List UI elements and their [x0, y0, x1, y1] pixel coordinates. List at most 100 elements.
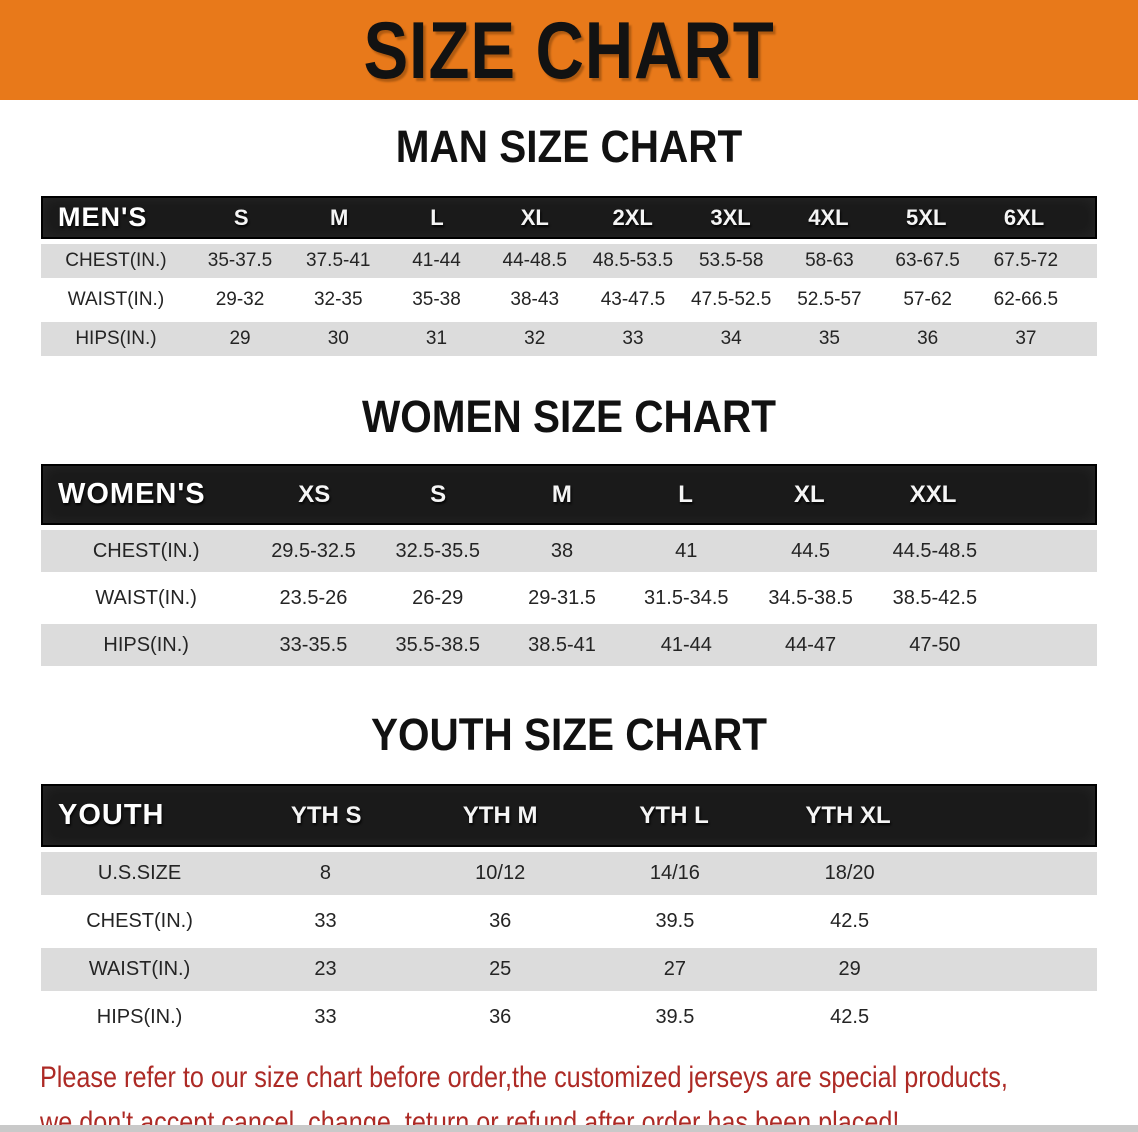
size-value: 27 — [663, 958, 687, 980]
disclaimer-line-1: Please refer to our size chart before or… — [40, 1061, 1008, 1094]
measurement-label: WAIST(IN.) — [95, 586, 197, 609]
size-value: 38-43 — [510, 289, 560, 310]
size-value: 33-35.5 — [279, 633, 348, 656]
size-value: 36 — [489, 910, 512, 932]
size-column-header: S — [430, 480, 447, 508]
size-value: 29 — [838, 958, 861, 980]
size-value: 38.5-41 — [528, 633, 596, 656]
youth-chart-heading: YOUTH SIZE CHART — [370, 709, 767, 760]
size-value: 14/16 — [649, 862, 700, 884]
size-value: 38.5-42.5 — [892, 586, 978, 609]
size-column-header: YTH XL — [805, 801, 891, 829]
size-value: 10/12 — [475, 862, 526, 884]
size-value: 47-50 — [909, 633, 961, 656]
size-value: 44.5 — [791, 539, 831, 562]
men-chart-heading: MAN SIZE CHART — [395, 121, 743, 172]
size-column-header: S — [233, 204, 249, 230]
size-value: 25 — [489, 958, 512, 980]
women-size-chart-section: WOMEN SIZE CHART WOMEN'S XS S M L XL XXL CHEST(… — [0, 394, 1138, 666]
table-row: HIPS(IN.) 33 36 39.5 42.5 — [41, 996, 1097, 1039]
size-column-header: M — [551, 480, 572, 508]
size-value: 39.5 — [655, 910, 695, 932]
size-value: 67.5-72 — [993, 250, 1059, 271]
table-header-row: YOUTH YTH S YTH M YTH L YTH XL — [41, 784, 1097, 847]
size-value: 33 — [622, 328, 644, 349]
measurement-label: HIPS(IN.) — [96, 1006, 183, 1028]
size-value: 23 — [314, 958, 337, 980]
size-column-header: M — [329, 204, 349, 230]
table-header-row: MEN'S S M L XL 2XL 3XL 4XL 5XL 6XL — [41, 196, 1097, 239]
size-value: 48.5-53.5 — [592, 250, 674, 271]
size-value: 47.5-52.5 — [691, 289, 772, 310]
size-value: 29-32 — [215, 289, 265, 310]
size-value: 38 — [550, 539, 574, 562]
size-value: 32-35 — [313, 289, 363, 310]
size-column-header: 6XL — [1003, 204, 1045, 230]
size-value: 35-37.5 — [207, 250, 273, 271]
size-column-header: 3XL — [710, 204, 751, 230]
table-row: CHEST(IN.) 29.5-32.5 32.5-35.5 38 41 44.5 44.5… — [41, 530, 1097, 572]
men-size-chart-section: MAN SIZE CHART MEN'S S M L XL 2XL 3XL 4XL 5XL 6XL… — [0, 124, 1138, 356]
size-column-header: YTH L — [639, 801, 709, 829]
size-chart-banner: SIZE CHART — [0, 0, 1138, 100]
size-value: 57-62 — [903, 289, 952, 310]
measurement-label: HIPS(IN.) — [75, 328, 157, 349]
size-value: 29.5-32.5 — [271, 539, 356, 562]
size-column-header: XS — [298, 480, 331, 508]
size-value: 29 — [229, 328, 251, 349]
size-value: 53.5-58 — [698, 250, 764, 271]
size-value: 37 — [1015, 328, 1037, 349]
size-value: 29-31.5 — [528, 586, 596, 609]
size-value: 35 — [818, 328, 840, 349]
measurement-label: HIPS(IN.) — [103, 633, 189, 656]
size-value: 37.5-41 — [306, 250, 371, 271]
size-value: 42.5 — [830, 1006, 870, 1028]
size-value: 34.5-38.5 — [768, 586, 853, 609]
size-value: 41 — [675, 539, 698, 562]
size-column-header: L — [430, 204, 444, 230]
size-column-header: 2XL — [612, 204, 653, 230]
size-value: 31.5-34.5 — [644, 586, 729, 609]
size-value: 63-67.5 — [895, 250, 960, 271]
disclaimer-text: Please refer to our size chart before or… — [40, 1055, 1138, 1132]
men-size-table: MEN'S S M L XL 2XL 3XL 4XL 5XL 6XL CHEST(IN.) 35-37… — [41, 196, 1097, 356]
table-row: CHEST(IN.) 33 36 39.5 42.5 — [41, 900, 1097, 943]
banner-title: SIZE CHART — [363, 4, 775, 96]
measurement-label: CHEST(IN.) — [86, 910, 193, 932]
size-value: 35-38 — [412, 289, 461, 310]
size-value: 52.5-57 — [797, 289, 862, 310]
measurement-label: CHEST(IN.) — [65, 250, 167, 271]
table-row: U.S.SIZE 8 10/12 14/16 18/20 — [41, 852, 1097, 895]
table-group-label: MEN'S — [58, 202, 148, 232]
women-chart-heading: WOMEN SIZE CHART — [362, 391, 776, 442]
measurement-label: WAIST(IN.) — [88, 958, 191, 980]
youth-size-chart-section: YOUTH SIZE CHART YOUTH YTH S YTH M YTH L YTH… — [0, 712, 1138, 1039]
size-column-header: YTH M — [462, 801, 538, 829]
size-value: 33 — [314, 910, 337, 932]
table-header-row: WOMEN'S XS S M L XL XXL — [41, 464, 1097, 525]
size-value: 44.5-48.5 — [892, 539, 978, 562]
bottom-edge-strip — [0, 1125, 1138, 1132]
size-value: 33 — [314, 1006, 337, 1028]
size-value: 35.5-38.5 — [395, 633, 480, 656]
table-row: WAIST(IN.) 23 25 27 29 — [41, 948, 1097, 991]
size-column-header: XXL — [909, 480, 957, 508]
size-value: 30 — [327, 328, 349, 349]
size-value: 34 — [720, 328, 742, 349]
size-column-header: XL — [794, 480, 825, 508]
size-value: 39.5 — [655, 1006, 695, 1028]
size-value: 44-47 — [785, 633, 837, 656]
size-value: 41-44 — [412, 250, 461, 271]
size-value: 31 — [425, 328, 448, 349]
size-column-header: 4XL — [808, 204, 849, 230]
size-value: 18/20 — [824, 862, 875, 884]
size-value: 23.5-26 — [279, 586, 348, 609]
size-value: 8 — [319, 862, 332, 884]
table-row: WAIST(IN.) 23.5-26 26-29 29-31.5 31.5-34.5 34… — [41, 577, 1097, 619]
size-value: 41-44 — [660, 633, 712, 656]
size-value: 36 — [917, 328, 939, 349]
size-value: 43-47.5 — [600, 289, 666, 310]
size-value: 32.5-35.5 — [395, 539, 480, 562]
measurement-label: WAIST(IN.) — [67, 289, 165, 310]
